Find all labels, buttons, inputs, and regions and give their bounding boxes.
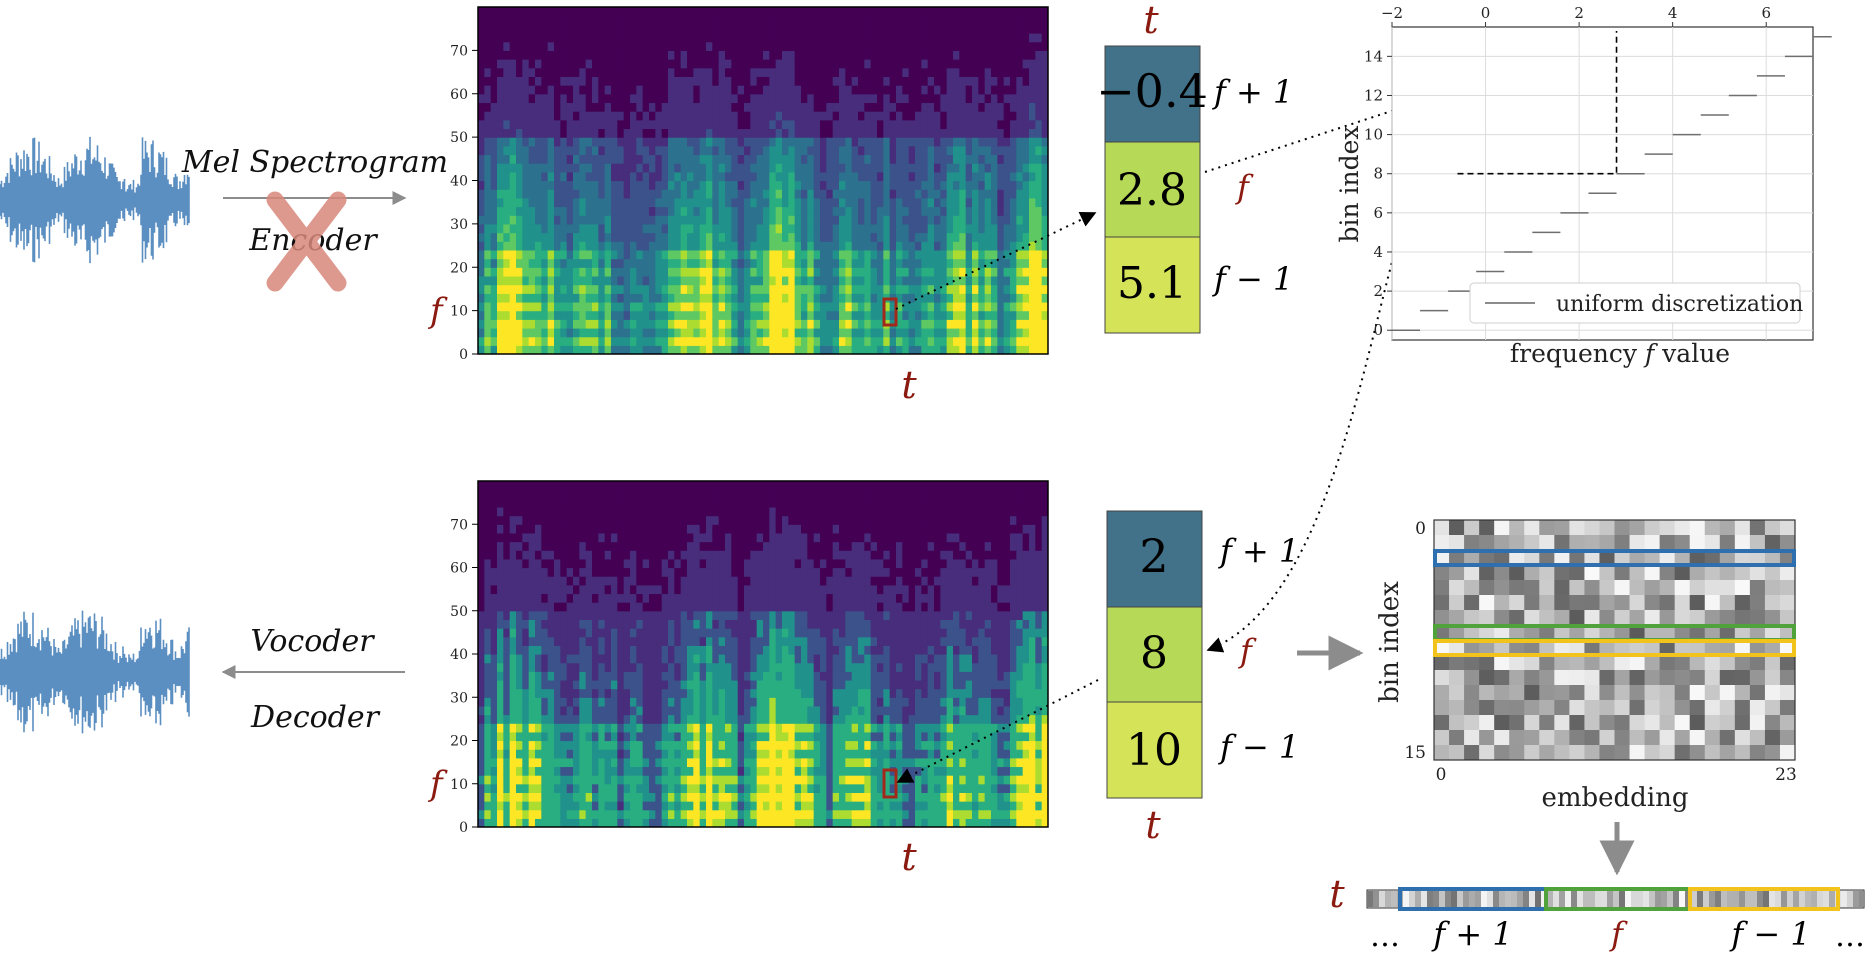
spectrogram-y-tick: 20: [450, 734, 468, 750]
row-label: f + 1: [1212, 73, 1293, 111]
waveform-input: [0, 136, 190, 264]
spectrogram-y-tick: 50: [450, 130, 468, 146]
spectrogram-y-tick: 10: [450, 777, 468, 793]
row-label: f − 1: [1218, 728, 1299, 766]
spectrogram-y-tick: 70: [450, 517, 468, 533]
chart-y-tick: 10: [1364, 126, 1383, 144]
vocoder-label: Vocoder: [250, 624, 375, 659]
chart-x-tick: −2: [1381, 4, 1403, 22]
spectrogram-y-tick: 60: [450, 561, 468, 577]
encoder-block: Mel Spectrogram Encoder: [181, 145, 448, 292]
arrow-chart-to-column: [1206, 175, 1419, 653]
waveform-output: [0, 610, 190, 734]
spectrogram-quantized-y-axis: 0 10 20 30 40 50 60 70: [450, 517, 478, 836]
selected-bin-marker-quantized: [882, 768, 898, 799]
cell-value: 8: [1140, 628, 1168, 679]
sequence-label: f − 1: [1729, 915, 1810, 953]
legend-label: uniform discretization: [1556, 292, 1803, 317]
spectrogram-y-tick: 30: [450, 690, 468, 706]
spectrogram-y-tick: 30: [450, 217, 468, 233]
sequence-token-box: [1688, 887, 1840, 911]
ellipsis-right: …: [1835, 919, 1865, 954]
embedding-x-tick: 0: [1436, 765, 1447, 785]
row-label: f: [1238, 632, 1257, 670]
cell-f-minus-1: [1104, 236, 1201, 334]
cell-value: 2.8: [1117, 165, 1187, 216]
token-sequence: t … f + 1 f f − 1 …: [1329, 872, 1865, 954]
embedding-x-label: embedding: [1541, 783, 1688, 813]
chart-y-tick: 4: [1373, 243, 1383, 261]
column-bottom-t-label: t: [1145, 803, 1161, 847]
sequence-t-label: t: [1329, 872, 1345, 916]
cell-value: 10: [1126, 725, 1182, 776]
spectrogram-quantized: 0 10 20 30 40 50 60 70 f t: [427, 480, 1049, 879]
chart-y-tick: 8: [1373, 165, 1383, 183]
spectrogram-continuous-y-axis: 0 10 20 30 40 50 60 70: [450, 43, 478, 363]
spectrogram-y-tick: 0: [459, 347, 468, 363]
chart-y-tick: 6: [1373, 204, 1383, 222]
spectrogram-y-tick: 50: [450, 604, 468, 620]
spectrogram-y-tick: 40: [450, 174, 468, 190]
embedding-highlight-row: [1433, 639, 1796, 657]
value-column-quantized: 2 8 10 f + 1 f f − 1 t: [1106, 510, 1299, 847]
chart-y-tick: 2: [1373, 282, 1383, 300]
embedding-y-label: bin index: [1375, 581, 1405, 703]
selected-bin-marker: [882, 297, 898, 327]
spectrogram-y-tick: 10: [450, 304, 468, 320]
cell-f: [1106, 606, 1203, 703]
sequence-label: f + 1: [1431, 915, 1512, 953]
cell-value: −0.4: [1096, 64, 1208, 118]
chart-y-tick: 14: [1364, 47, 1383, 65]
chart-y-label: bin index: [1335, 125, 1364, 242]
chart-x-tick: 2: [1574, 4, 1584, 22]
chart-legend: uniform discretization: [1469, 282, 1803, 324]
highlight-dashed-guide: [1457, 31, 1618, 175]
cell-f-minus-1: [1106, 701, 1203, 799]
ellipsis-left: …: [1370, 919, 1400, 954]
chart-x-label-pre: frequency: [1510, 339, 1645, 368]
cell-value: 2: [1139, 529, 1168, 583]
column-top-t-label: t: [1143, 0, 1159, 42]
chart-y-tick: 12: [1364, 86, 1383, 104]
cell-f: [1104, 141, 1201, 238]
sequence-label: f: [1609, 915, 1628, 953]
decoder-block: Vocoder Decoder: [221, 624, 405, 735]
embedding-y-tick: 0: [1415, 519, 1426, 539]
embedding-table: 0 15 0 23 bin index embedding: [1375, 519, 1797, 813]
decoder-label: Decoder: [250, 700, 381, 735]
discretization-chart: −2 0 2 4 6 0 2 4 6 8 10 12 14 uniform discretization…: [1335, 4, 1832, 368]
spectrogram2-t-label: t: [901, 835, 917, 879]
row-label: f − 1: [1212, 260, 1293, 298]
chart-x-tick: 4: [1668, 4, 1678, 22]
cross-icon: [266, 191, 347, 292]
chart-x-label-var: f: [1643, 339, 1658, 368]
chart-x-label: frequency f value: [1510, 339, 1730, 368]
row-label: f: [1235, 168, 1254, 206]
spectrogram-y-tick: 70: [450, 43, 468, 59]
row-label: f + 1: [1218, 532, 1299, 570]
arrow-marker-to-column: [895, 212, 1097, 310]
arrow-column-to-marker: [896, 679, 1099, 783]
spectrogram-y-tick: 60: [450, 87, 468, 103]
spectrogram-y-tick: 40: [450, 647, 468, 663]
chart-x-tick: 6: [1761, 4, 1771, 22]
spectrogram-t-label: t: [901, 363, 917, 407]
chart-x-label-post: value: [1654, 339, 1730, 368]
cell-f-plus-1: [1104, 45, 1201, 143]
embedding-highlight-row: [1433, 549, 1796, 567]
mel-spectrogram-label: Mel Spectrogram: [181, 145, 448, 180]
arrow-column-to-chart: [1204, 34, 1617, 173]
spectrogram-y-tick: 0: [459, 820, 468, 836]
cell-value: 5.1: [1117, 258, 1187, 309]
chart-y-tick: 0: [1373, 321, 1383, 339]
spectrogram-continuous: 0 10 20 30 40 50 60 70 f t: [427, 6, 1049, 407]
chart-x-tick: 0: [1481, 4, 1491, 22]
spectrogram2-f-label: f: [427, 764, 448, 804]
value-column-continuous: t −0.4 2.8 5.1 f + 1 f f − 1: [1096, 0, 1293, 334]
embedding-x-tick: 23: [1775, 765, 1797, 785]
embedding-y-tick: 15: [1404, 743, 1426, 763]
spectrogram-y-tick: 20: [450, 260, 468, 276]
spectrogram-f-label: f: [427, 291, 448, 331]
